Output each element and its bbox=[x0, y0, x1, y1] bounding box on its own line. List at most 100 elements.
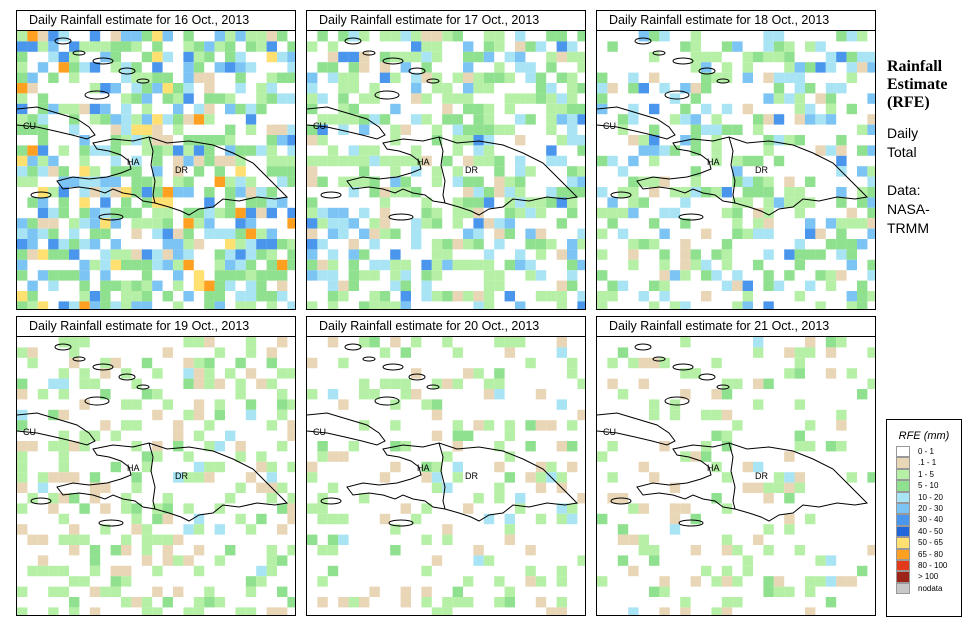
cuba-coastline bbox=[597, 106, 676, 140]
rainfall-cell bbox=[256, 103, 267, 115]
rainfall-cell bbox=[701, 83, 712, 94]
rainfall-cell bbox=[131, 41, 142, 52]
rainfall-cell bbox=[815, 41, 826, 52]
rainfall-cell bbox=[183, 207, 194, 219]
rainfall-cell bbox=[794, 239, 805, 250]
rainfall-cell bbox=[162, 291, 173, 302]
rainfall-cell bbox=[483, 103, 495, 115]
rainfall-cell bbox=[690, 145, 701, 156]
rainfall-cell bbox=[17, 218, 28, 229]
rainfall-cell bbox=[390, 249, 401, 260]
rainfall-cell bbox=[577, 409, 585, 421]
rainfall-cell bbox=[173, 586, 184, 597]
rainfall-cell bbox=[193, 430, 205, 441]
rainfall-cell bbox=[27, 72, 38, 83]
rainfall-cell bbox=[58, 103, 69, 115]
rainfall-cell bbox=[773, 472, 785, 483]
rainfall-cell bbox=[266, 565, 277, 577]
rainfall-cell bbox=[245, 524, 257, 535]
rainfall-cell bbox=[494, 441, 505, 452]
rainfall-cell bbox=[266, 228, 277, 239]
rainfall-cell bbox=[193, 368, 205, 379]
rainfall-cell bbox=[256, 378, 267, 389]
rainfall-cell bbox=[546, 155, 557, 167]
rainfall-cell bbox=[390, 155, 401, 167]
rainfall-cell bbox=[338, 176, 349, 187]
rainfall-cell bbox=[121, 93, 132, 104]
rainfall-cell bbox=[763, 280, 774, 291]
rainfall-cell bbox=[763, 301, 774, 309]
rainfall-cell bbox=[857, 239, 868, 250]
map-label-dr: DR bbox=[175, 165, 188, 175]
rainfall-cell bbox=[607, 218, 618, 229]
rainfall-cell bbox=[846, 249, 857, 260]
legend-label: 40 - 50 bbox=[918, 526, 943, 536]
rainfall-cell bbox=[100, 270, 111, 281]
rainfall-cell bbox=[100, 41, 111, 52]
rainfall-cell bbox=[193, 565, 205, 577]
rainfall-cell bbox=[535, 472, 547, 483]
rainfall-cell bbox=[431, 270, 443, 281]
rainfall-cell bbox=[266, 357, 277, 369]
rainfall-cell bbox=[515, 51, 526, 63]
rainfall-cell bbox=[494, 576, 505, 587]
rainfall-cell bbox=[483, 301, 495, 309]
rainfall-cell bbox=[327, 114, 339, 125]
rainfall-cell bbox=[27, 197, 38, 208]
rainfall-cell bbox=[348, 218, 359, 229]
rainfall-cell bbox=[628, 503, 639, 514]
rainfall-cell bbox=[546, 93, 557, 104]
map-label-cu: CU bbox=[23, 121, 36, 131]
rainfall-cell bbox=[732, 576, 743, 587]
rainfall-cell bbox=[89, 493, 101, 504]
rainfall-cell bbox=[836, 135, 847, 146]
rainfall-cell bbox=[152, 607, 163, 615]
rainfall-cell bbox=[48, 378, 59, 389]
rainfall-cell bbox=[110, 280, 121, 291]
rainfall-cell bbox=[721, 207, 733, 219]
rainfall-cell bbox=[421, 586, 432, 597]
rainfall-cell bbox=[431, 83, 443, 94]
rainfall-cell bbox=[17, 441, 28, 452]
rainfall-cell bbox=[141, 357, 153, 369]
rainfall-cell bbox=[494, 597, 505, 608]
rainfall-cell bbox=[79, 166, 90, 177]
rainfall-cell bbox=[89, 176, 101, 187]
rainfall-cell bbox=[390, 103, 401, 115]
rainfall-cell bbox=[204, 155, 215, 167]
rainfall-cell bbox=[753, 207, 764, 219]
panel-title-21oct: Daily Rainfall estimate for 21 Oct., 201… bbox=[596, 316, 876, 337]
rainfall-cell bbox=[556, 607, 567, 615]
rainfall-cell bbox=[784, 368, 795, 379]
rainfall-cell bbox=[546, 51, 557, 63]
rainfall-cell bbox=[431, 239, 443, 250]
rainfall-cell bbox=[110, 114, 121, 125]
rainfall-cell bbox=[287, 420, 295, 431]
rainfall-cell bbox=[79, 218, 90, 229]
rainfall-cell bbox=[110, 565, 121, 577]
rainfall-cell bbox=[89, 291, 101, 302]
rainfall-map-19oct: CU HA DR bbox=[16, 336, 296, 616]
rainfall-cell bbox=[577, 135, 585, 146]
rainfall-cell bbox=[567, 114, 578, 125]
rainfall-cell bbox=[256, 565, 267, 577]
rainfall-cell bbox=[836, 83, 847, 94]
legend-label: 1 - 5 bbox=[918, 469, 935, 479]
rainfall-cell bbox=[204, 114, 215, 125]
rainfall-cell bbox=[649, 545, 660, 556]
rainfall-cell bbox=[525, 239, 536, 250]
rainfall-cell bbox=[327, 155, 339, 167]
rainfall-cell bbox=[494, 228, 505, 239]
rainfall-cell bbox=[494, 72, 505, 83]
rainfall-cell bbox=[307, 83, 318, 94]
rainfall-cell bbox=[89, 31, 101, 42]
rainfall-cell bbox=[287, 62, 295, 73]
rainfall-cell bbox=[628, 176, 639, 187]
rainfall-cell bbox=[245, 239, 257, 250]
legend-swatch bbox=[896, 491, 910, 503]
rainfall-cell bbox=[452, 461, 463, 473]
rainfall-cell bbox=[442, 103, 453, 115]
island-outline bbox=[388, 213, 414, 221]
island-outline bbox=[652, 356, 666, 362]
rainfall-cell bbox=[535, 239, 547, 250]
